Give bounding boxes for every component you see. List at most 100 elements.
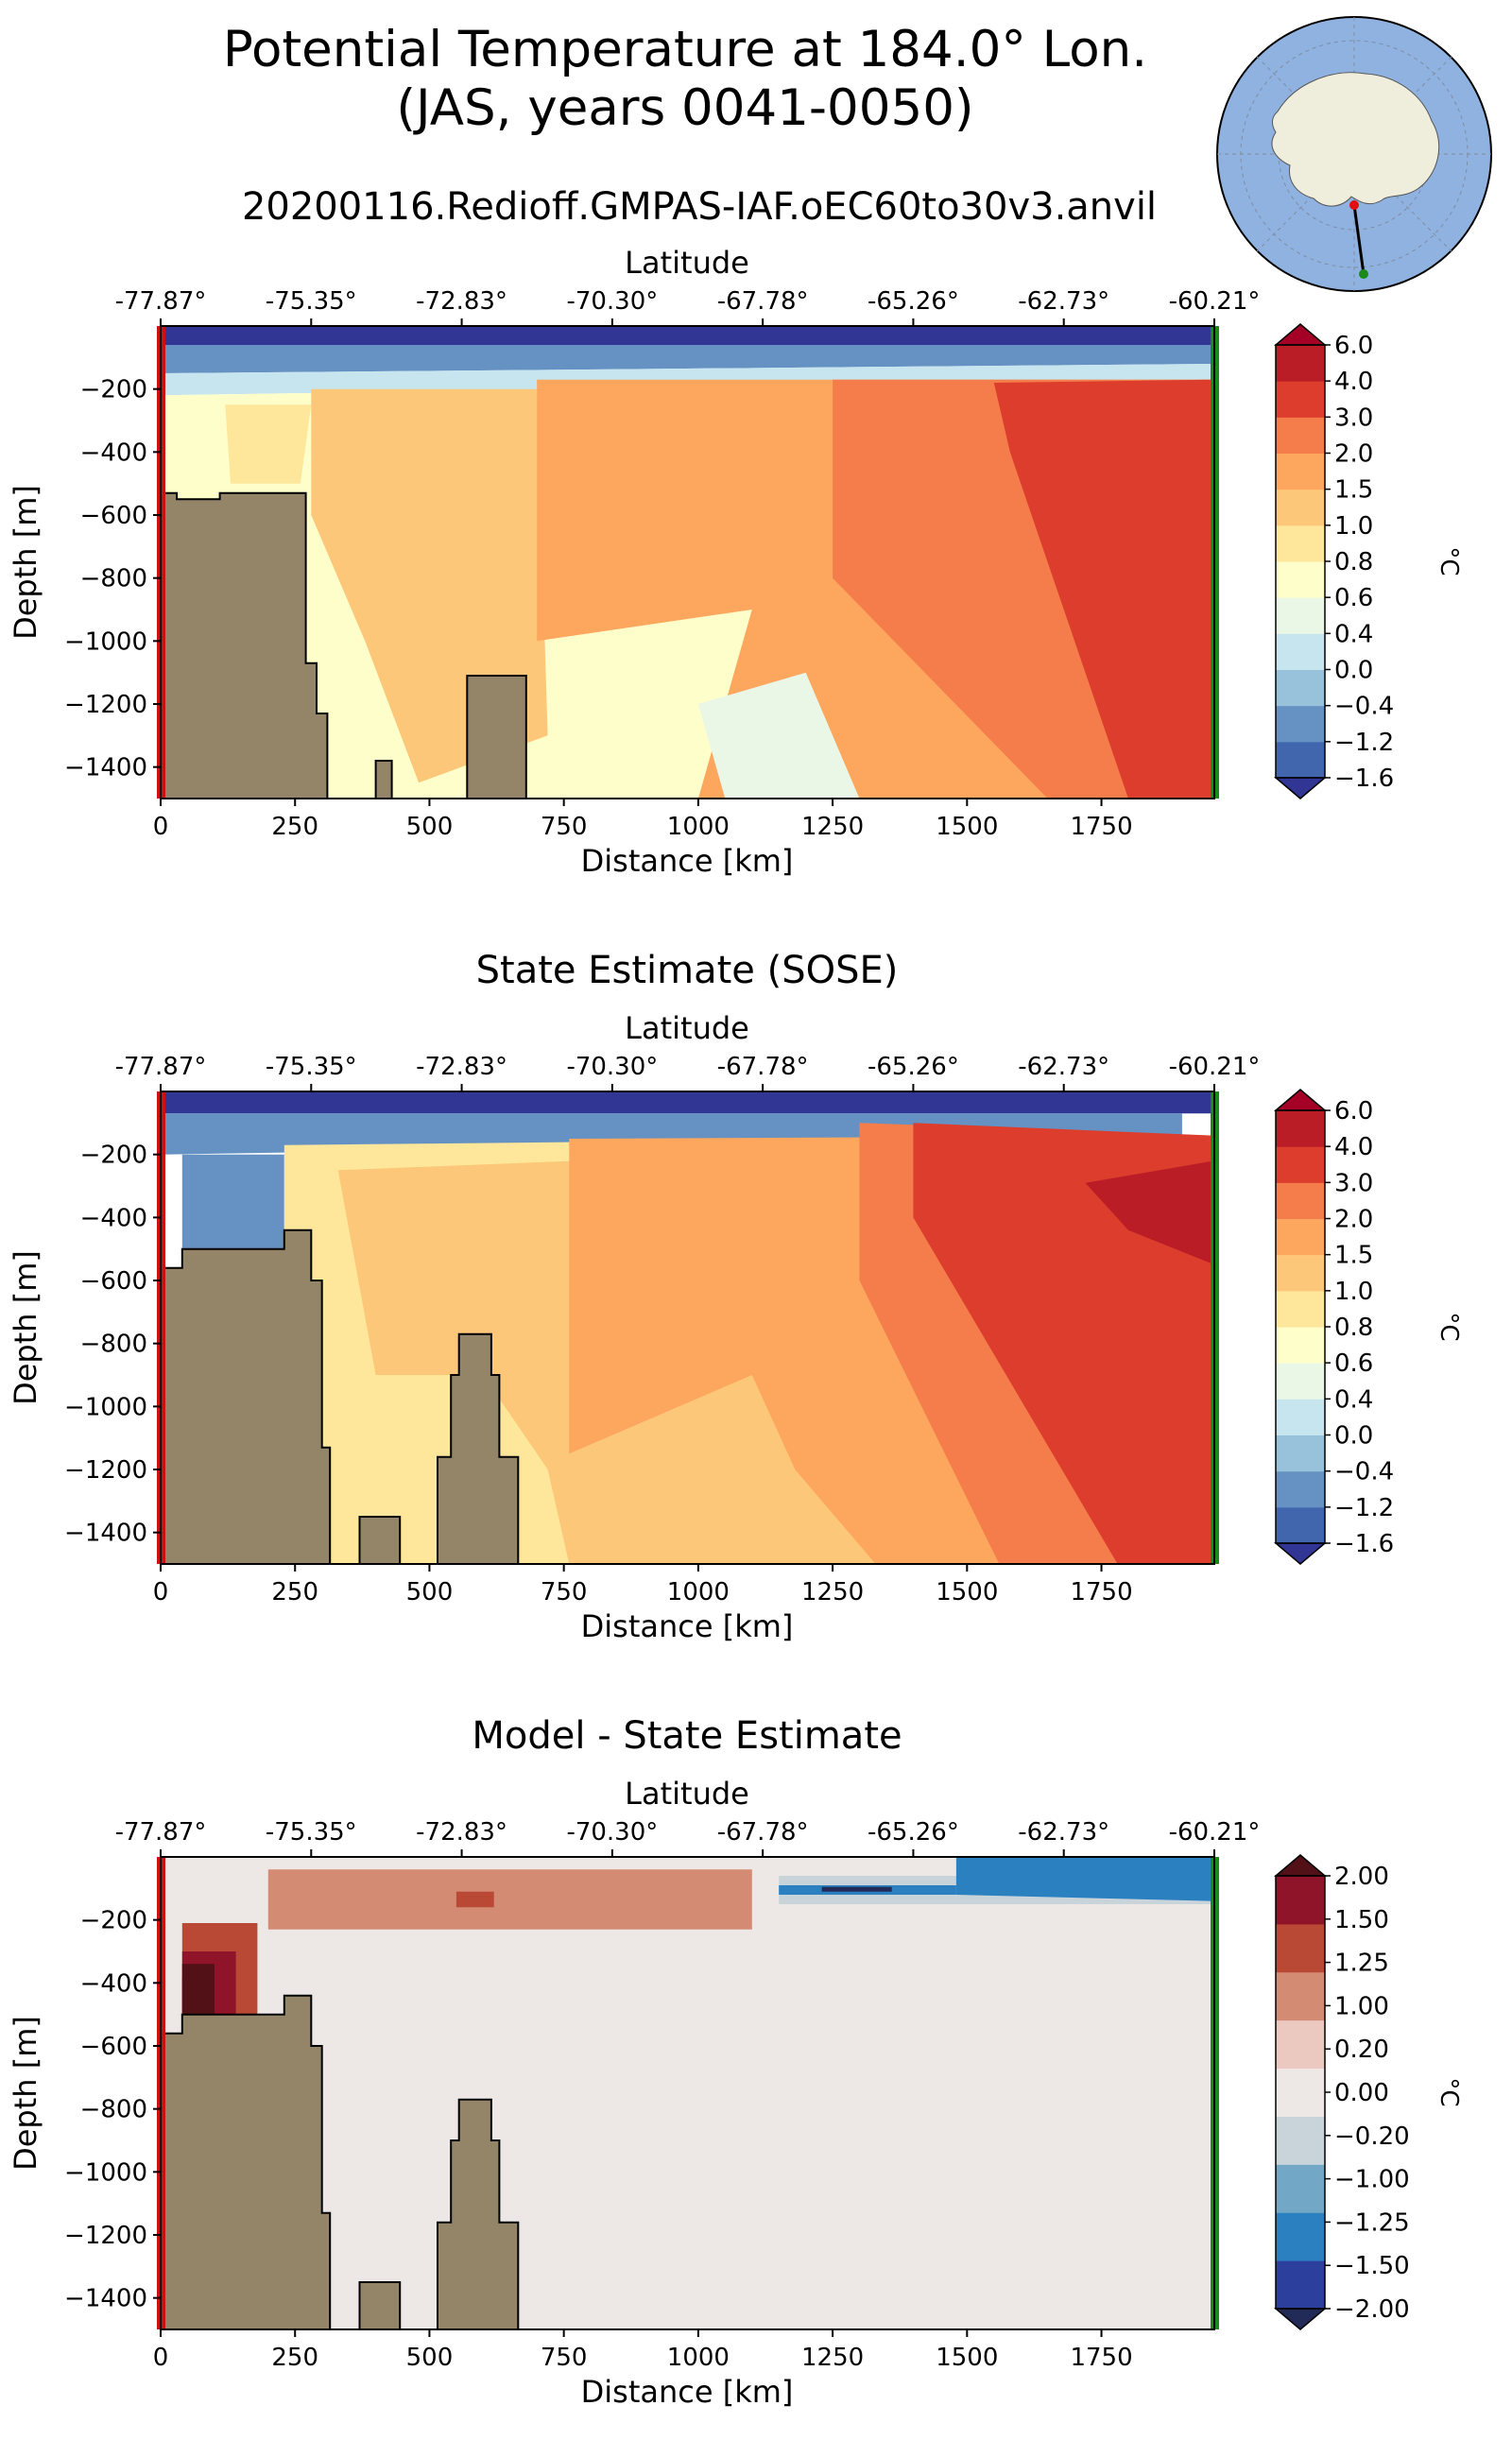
colorbar-swatch [1276, 2164, 1325, 2213]
x-axis-label: Distance [km] [581, 2374, 794, 2410]
panel-model: 0 250 500 750 1000 1250 1500 1750 Distance [km] -… [8, 245, 1463, 879]
colorbar-extend-min [1273, 1542, 1328, 1565]
colorbar-swatch [1276, 1363, 1325, 1400]
colorbar-tick-label: 2.0 [1334, 1206, 1373, 1234]
top-axis-label: Latitude [625, 1010, 749, 1046]
colorbar-swatch [1276, 1146, 1325, 1183]
y-tick-label: −1200 [64, 691, 147, 719]
y-tick-label: −400 [80, 1969, 147, 1998]
lat-tick-label: -65.26° [868, 287, 959, 316]
lat-tick-label: -77.87° [115, 1818, 207, 1847]
transect-start-marker [1349, 200, 1359, 210]
colorbar: −1.6 −1.2 −0.4 0.0 0.4 0.6 0.8 1.0 1.5 2.0 3.0 4.0 6… [1273, 1089, 1463, 1565]
y-tick-label: −200 [80, 1907, 147, 1935]
colorbar-tick-label: 0.20 [1334, 2036, 1389, 2064]
colorbar-swatch [1276, 417, 1325, 454]
x-tick-label: 1250 [801, 813, 864, 841]
colorbar-tick-label: 3.0 [1334, 404, 1373, 432]
panel-title: Model - State Estimate [472, 1714, 902, 1758]
lat-tick-label: -65.26° [868, 1053, 959, 1081]
colorbar-swatch [1276, 633, 1325, 670]
antarctica-landmass [1271, 72, 1440, 207]
lat-tick-label: -75.35° [266, 1818, 357, 1847]
colorbar-tick-label: 1.25 [1334, 1950, 1389, 1978]
contour-region [993, 379, 1214, 799]
lat-tick-label: -72.83° [416, 1053, 507, 1081]
x-axis-label: Distance [km] [581, 1608, 794, 1644]
contour-region [955, 1857, 1214, 1901]
y-tick-label: −600 [80, 2033, 147, 2061]
plot-frame [160, 325, 1215, 799]
y-tick-label: −600 [80, 1267, 147, 1296]
lat-tick-label: -62.73° [1018, 1053, 1109, 1081]
colorbar-tick-label: 4.0 [1334, 1133, 1373, 1161]
lat-tick-label: -75.35° [266, 287, 357, 316]
colorbar-tick-label: 1.0 [1334, 1278, 1373, 1306]
colorbar-extend-max [1273, 323, 1328, 346]
colorbar-tick-label: −1.2 [1334, 1494, 1394, 1522]
contour-region [455, 1891, 494, 1908]
x-tick-label: 1750 [1070, 2344, 1132, 2372]
lat-tick-label: -77.87° [115, 287, 207, 316]
colorbar-tick-label: −0.20 [1334, 2122, 1410, 2151]
colorbar-swatch [1276, 2019, 1325, 2070]
x-tick-label: 500 [406, 1578, 454, 1606]
lat-tick-label: -65.26° [868, 1818, 959, 1847]
y-tick-label: −1200 [64, 1456, 147, 1485]
colorbar-extend-max [1273, 1089, 1328, 1111]
colorbar-swatch [1276, 1290, 1325, 1328]
colorbar-tick-label: 1.50 [1334, 1906, 1389, 1934]
contour-region [161, 364, 1214, 396]
panel-title: State Estimate (SOSE) [476, 949, 899, 992]
colorbar-tick-label: 2.0 [1334, 440, 1373, 469]
y-tick-label: −600 [80, 502, 147, 530]
x-tick-label: 250 [271, 813, 318, 841]
colorbar-tick-label: 4.0 [1334, 368, 1373, 396]
contour-region [181, 1976, 198, 2021]
colorbar-tick-label: 0.0 [1334, 1422, 1373, 1451]
panel-bias: Model - State Estimate 0 250 500 750 1000 1250… [8, 1714, 1463, 2410]
lat-tick-label: -60.21° [1169, 1818, 1261, 1847]
colorbar-swatch [1276, 2068, 1325, 2117]
x-tick-label: 750 [541, 813, 588, 841]
contour-region [225, 404, 312, 484]
y-tick-label: −1000 [64, 2158, 147, 2187]
bathymetry-seafloor [161, 1228, 520, 1564]
contour-region [321, 2046, 366, 2329]
x-axis-label: Distance [km] [581, 843, 794, 879]
y-tick-label: −800 [80, 1331, 147, 1359]
colorbar-tick-label: −1.00 [1334, 2166, 1410, 2194]
colorbar-tick-label: 1.0 [1334, 512, 1373, 541]
contour-region [821, 1886, 892, 1892]
colorbar-swatch [1276, 2116, 1325, 2165]
lat-tick-label: -77.87° [115, 1053, 207, 1081]
plot-area [161, 1857, 1214, 2329]
plot-frame [160, 1856, 1215, 2330]
colorbar-tick-label: −2.00 [1334, 2295, 1410, 2324]
colorbar-extend-min [1273, 2308, 1328, 2330]
panel-obs: State Estimate (SOSE) 0 250 500 750 1000 1250 1… [8, 949, 1463, 1644]
y-tick-label: −400 [80, 438, 147, 467]
colorbar-swatch [1276, 1218, 1325, 1256]
colorbar-swatch [1276, 1876, 1325, 1925]
colorbar-unit-label: °C [1435, 1312, 1463, 1341]
colorbar-tick-label: 6.0 [1334, 332, 1373, 360]
x-tick-label: 1750 [1070, 1578, 1132, 1606]
colorbar-tick-label: −1.2 [1334, 729, 1394, 757]
lat-tick-label: -67.78° [717, 1818, 809, 1847]
contour-region [161, 1091, 1214, 1114]
colorbar-tick-label: 0.4 [1334, 1385, 1373, 1414]
colorbar-tick-label: −1.25 [1334, 2208, 1410, 2237]
colorbar-tick-label: 1.5 [1334, 476, 1373, 505]
top-axis-label: Latitude [625, 245, 749, 281]
colorbar-swatch [1276, 381, 1325, 418]
x-tick-label: 1000 [667, 2344, 730, 2372]
figure-title-line1: Potential Temperature at 184.0° Lon. [223, 21, 1147, 78]
x-tick-label: 500 [406, 813, 454, 841]
x-tick-label: 1750 [1070, 813, 1132, 841]
colorbar-swatch [1276, 1254, 1325, 1292]
x-tick-label: 500 [406, 2344, 454, 2372]
y-tick-label: −800 [80, 565, 147, 593]
x-tick-label: 0 [153, 2344, 169, 2372]
colorbar-tick-label: −1.6 [1334, 765, 1394, 793]
